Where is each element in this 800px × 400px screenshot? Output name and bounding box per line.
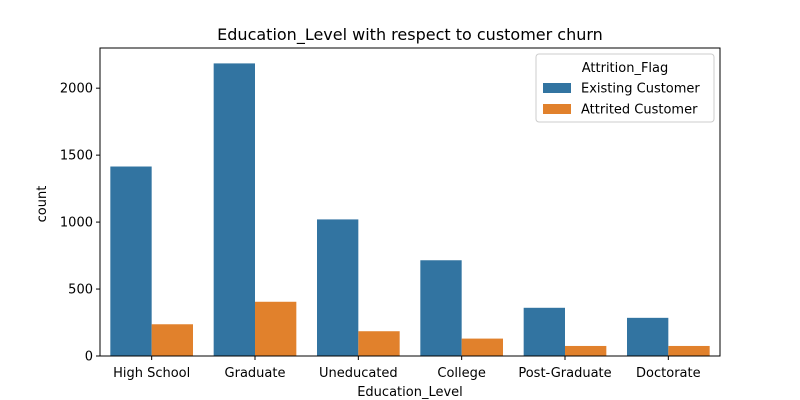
bar-post-graduate-existing-customer <box>523 307 565 356</box>
y-tick-label: 1500 <box>60 149 93 164</box>
bar-uneducated-attrited-customer <box>358 331 400 356</box>
bar-college-existing-customer <box>420 260 462 356</box>
y-tick-label: 500 <box>68 283 93 298</box>
legend-items: Existing Customer Attrited Customer <box>543 82 700 118</box>
x-tick-label: College <box>437 366 486 381</box>
legend-title: Attrition_Flag <box>582 61 669 76</box>
y-tick-label: 1000 <box>60 216 93 231</box>
bar-high-school-existing-customer <box>110 166 152 356</box>
bar-doctorate-attrited-customer <box>668 345 710 356</box>
legend-frame <box>535 53 715 123</box>
bar-graduate-attrited-customer <box>255 301 297 356</box>
y-tick-label: 2000 <box>60 82 93 97</box>
plot-frame <box>99 47 721 357</box>
x-axis-label: Education_Level <box>357 385 463 400</box>
bar-post-graduate-attrited-customer <box>565 345 607 356</box>
x-tick-label: Doctorate <box>636 366 701 381</box>
bars-group <box>110 63 710 357</box>
x-tick-label: Post-Graduate <box>518 366 611 381</box>
legend-entry: Existing Customer <box>581 82 700 97</box>
x-tick-label: Uneducated <box>319 366 398 381</box>
bar-doctorate-existing-customer <box>627 317 669 356</box>
y-tick-label: 0 <box>85 350 93 365</box>
legend-entry: Attrited Customer <box>581 103 698 118</box>
legend-swatch <box>543 83 571 93</box>
axes-group: High School Graduate Uneducated College Post… <box>60 47 721 381</box>
x-tick-label: High School <box>113 366 190 381</box>
legend-swatch <box>543 104 571 114</box>
bar-high-school-attrited-customer <box>151 324 193 356</box>
bar-graduate-existing-customer <box>213 63 255 357</box>
bar-college-attrited-customer <box>461 338 503 356</box>
legend: Attrition_Flag Existing Customer Attrited… <box>535 53 715 123</box>
bar-uneducated-existing-customer <box>317 219 359 356</box>
chart-title: Education_Level with respect to customer… <box>217 25 603 45</box>
y-axis-label: count <box>35 186 50 223</box>
x-tick-label: Graduate <box>225 366 286 381</box>
